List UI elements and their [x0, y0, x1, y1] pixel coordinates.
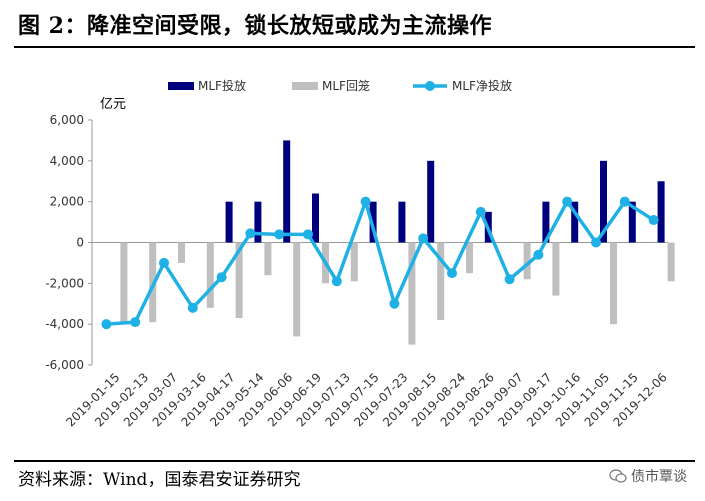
point-mlf-net	[360, 196, 371, 207]
bar-mlf-return	[235, 242, 243, 319]
bar-mlf-invest	[657, 181, 665, 243]
point-mlf-net	[130, 317, 141, 328]
page-title: 图 2：降准空间受限，锁长放短或成为主流操作	[18, 13, 492, 39]
bar-mlf-return	[667, 242, 675, 282]
watermark-text: 债市覃谈	[631, 469, 687, 485]
source-note: 资料来源：Wind，国泰君安证券研究	[18, 470, 301, 490]
point-mlf-net	[245, 228, 256, 239]
y-tick-label: 4,000	[50, 154, 84, 168]
legend-label-invest: MLF投放	[198, 78, 246, 93]
point-mlf-net	[101, 319, 112, 330]
point-mlf-net	[159, 257, 169, 268]
bar-mlf-return	[552, 242, 560, 296]
bar-mlf-invest	[571, 201, 579, 243]
point-mlf-net	[303, 229, 313, 240]
bar-mlf-return	[408, 242, 416, 345]
line-mlf-net	[106, 199, 655, 326]
bar-mlf-return	[206, 242, 214, 308]
point-mlf-net	[475, 206, 486, 217]
chart: 亿元-6,000-4,000-2,00002,0004,0006,0002019…	[45, 78, 675, 429]
point-mlf-net	[562, 196, 573, 207]
point-mlf-net	[389, 298, 400, 309]
point-mlf-net	[274, 229, 285, 240]
bar-mlf-return	[293, 242, 301, 337]
point-mlf-net	[619, 196, 630, 207]
legend-swatch-invest	[168, 82, 194, 90]
bar-mlf-invest	[542, 201, 550, 243]
bar-mlf-invest	[254, 201, 262, 243]
bar-mlf-return	[350, 242, 358, 282]
bar-mlf-invest	[427, 160, 435, 243]
bar-mlf-invest	[398, 201, 406, 243]
bar-mlf-return	[466, 242, 473, 274]
point-mlf-net	[331, 276, 342, 287]
bar-mlf-return	[437, 242, 445, 321]
footer-divider	[14, 460, 695, 462]
bar-mlf-invest	[628, 201, 636, 243]
bar-mlf-invest	[600, 160, 607, 243]
point-mlf-net	[533, 249, 544, 260]
legend-swatch-return	[292, 82, 318, 90]
point-mlf-net	[418, 233, 429, 244]
point-mlf-net	[504, 274, 515, 285]
point-mlf-net	[447, 268, 457, 279]
y-tick-label: 0	[76, 236, 84, 250]
point-mlf-net	[216, 272, 227, 283]
watermark: 债市覃谈	[609, 466, 687, 486]
bar-mlf-invest	[312, 193, 319, 243]
y-tick-label: -6,000	[45, 358, 84, 372]
wechat-icon	[609, 469, 627, 483]
point-mlf-net	[187, 302, 198, 313]
bar-mlf-return	[264, 242, 272, 276]
legend-marker-net	[425, 81, 435, 91]
y-tick-label: 2,000	[50, 195, 84, 209]
y-tick-label: 6,000	[50, 113, 84, 127]
bar-mlf-return	[120, 242, 128, 325]
legend-label-net: MLF净投放	[452, 78, 512, 93]
point-mlf-net	[648, 215, 659, 226]
bar-mlf-return	[610, 242, 617, 325]
bar-mlf-invest	[225, 201, 233, 243]
y-unit-label: 亿元	[100, 97, 126, 112]
title-divider	[14, 46, 695, 48]
y-tick-label: -2,000	[45, 276, 84, 290]
legend-label-return: MLF回笼	[322, 78, 370, 93]
bar-mlf-return	[178, 242, 185, 263]
point-mlf-net	[591, 237, 601, 248]
bar-mlf-return	[523, 242, 531, 280]
bar-mlf-invest	[283, 140, 291, 243]
y-tick-label: -4,000	[45, 317, 84, 331]
